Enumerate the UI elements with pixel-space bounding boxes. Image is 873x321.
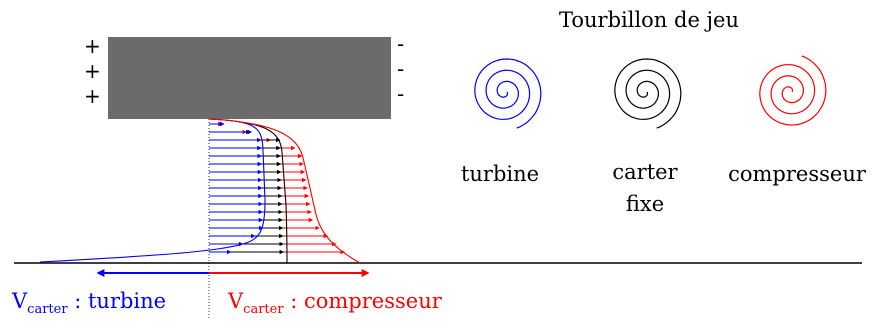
minus-sign: -: [397, 57, 404, 81]
pressure-side-signs: + + +: [84, 34, 101, 108]
turbine-vortex-spiral: [474, 58, 542, 129]
diagram-title: Tourbillon de jeu: [559, 8, 739, 32]
velocity-profile-arrows: [209, 121, 345, 255]
turbine-profile-curve: [39, 118, 266, 263]
compressor-profile-curve: [208, 118, 361, 264]
fixed-casing-vortex-label-line1: carter: [612, 160, 678, 184]
plus-sign: +: [84, 59, 101, 83]
suction-side-signs: - - -: [397, 32, 404, 106]
fixed-casing-vortex-spiral: [614, 58, 682, 129]
minus-sign: -: [397, 82, 404, 106]
turbine-casing-velocity-label: Vcarter : turbine: [11, 289, 166, 317]
fixed-casing-profile-curve: [208, 118, 288, 264]
plus-sign: +: [84, 34, 101, 58]
minus-sign: -: [397, 32, 404, 56]
plus-sign: +: [84, 84, 101, 108]
turbine-vortex-label: turbine: [461, 162, 539, 186]
blade-tip: [108, 37, 391, 119]
compressor-vortex-spiral: [759, 55, 827, 126]
fixed-casing-vortex-label-line2: fixe: [626, 192, 664, 216]
compressor-casing-velocity-label: Vcarter : compresseur: [227, 289, 443, 317]
compressor-vortex-label: compresseur: [728, 162, 867, 186]
